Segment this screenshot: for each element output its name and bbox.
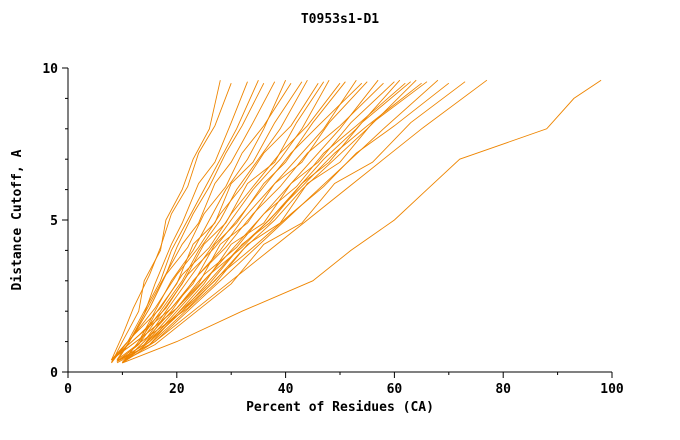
data-line bbox=[111, 82, 319, 361]
x-tick-label: 40 bbox=[278, 382, 294, 397]
y-tick-label: 10 bbox=[42, 62, 58, 77]
data-line bbox=[122, 79, 439, 364]
data-line bbox=[111, 82, 422, 361]
y-axis-label: Distance Cutoff, A bbox=[10, 149, 25, 291]
data-line bbox=[116, 81, 428, 362]
data-line bbox=[111, 82, 292, 361]
chart-title: T0953s1-D1 bbox=[300, 12, 380, 27]
x-axis-label: Percent of Residues (CA) bbox=[246, 400, 434, 415]
data-line bbox=[116, 81, 303, 362]
x-tick-label: 0 bbox=[64, 382, 72, 397]
y-tick-label: 0 bbox=[50, 366, 58, 381]
data-line bbox=[122, 81, 466, 362]
x-tick-label: 100 bbox=[600, 382, 624, 397]
x-tick-label: 20 bbox=[169, 382, 185, 397]
x-tick-label: 80 bbox=[495, 382, 511, 397]
data-line bbox=[111, 80, 221, 364]
data-line bbox=[111, 82, 384, 361]
data-line bbox=[111, 80, 259, 364]
data-line bbox=[122, 79, 401, 364]
data-line bbox=[111, 82, 363, 361]
data-line bbox=[122, 79, 417, 364]
data-line bbox=[116, 81, 411, 362]
data-line bbox=[122, 80, 287, 364]
data-line bbox=[116, 82, 265, 361]
data-line bbox=[111, 82, 341, 361]
data-line bbox=[111, 83, 232, 360]
data-line bbox=[116, 79, 488, 364]
data-line bbox=[116, 82, 450, 361]
data-line bbox=[111, 81, 276, 362]
x-tick-label: 60 bbox=[387, 382, 403, 397]
y-tick-label: 5 bbox=[50, 214, 58, 229]
data-line bbox=[122, 79, 379, 364]
data-line bbox=[122, 79, 602, 364]
data-line bbox=[116, 81, 325, 362]
